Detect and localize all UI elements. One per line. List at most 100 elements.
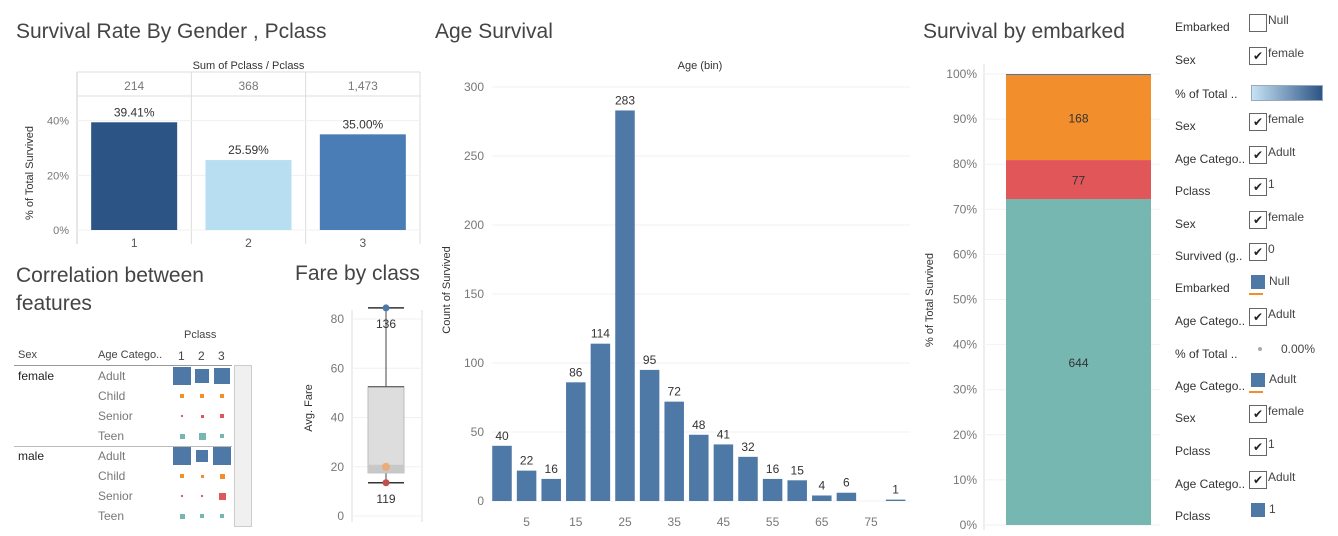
checked-checkbox-icon[interactable]: ✔ [1249,405,1267,423]
filter-value: 0.00% [1281,342,1316,356]
y-tick-label: 40% [47,116,69,128]
category-label: 3 [359,236,366,250]
bar-value-label: 25.59% [228,143,269,157]
filter-row[interactable]: Sex ✔ female [1175,210,1335,237]
filter-label: Survived (g.. [1175,249,1243,263]
filter-label: Pclass [1175,509,1211,523]
color-swatch[interactable] [1251,373,1265,387]
table-scrollbar[interactable] [234,365,252,527]
y-tick-label: 60 [331,361,345,375]
bar [639,369,660,501]
y-tick-label: 60% [953,247,977,261]
bar-value-label: 4 [818,478,825,492]
age-category-label: Adult [98,369,126,383]
filter-label: % of Total .. [1175,347,1238,361]
y-tick-label: 0 [337,509,344,523]
bar-value-label: 283 [615,93,635,107]
checked-checkbox-icon[interactable]: ✔ [1249,113,1267,131]
unchecked-checkbox-icon[interactable] [1249,14,1267,32]
filter-label: Age Catego.. [1175,477,1246,491]
filter-row[interactable]: Pclass ✔ 1 [1175,177,1335,204]
bar-value-label: 35.00% [342,117,383,131]
checked-checkbox-icon[interactable]: ✔ [1249,211,1267,229]
y-tick-label: 100% [946,67,977,81]
bar-value-label: 41 [717,427,731,441]
filter-row[interactable]: Sex ✔ female [1175,112,1335,139]
checked-checkbox-icon[interactable]: ✔ [1249,308,1267,326]
bar [91,122,178,230]
correlation-mark [179,433,185,439]
filter-value: Adult [1269,372,1297,386]
filter-row[interactable]: % of Total .. 0.00% [1175,341,1335,367]
y-tick-label: 30% [953,383,977,397]
filter-row[interactable]: Sex ✔ female [1175,46,1335,73]
checked-checkbox-icon[interactable]: ✔ [1249,146,1267,164]
filter-label: Embarked [1175,20,1230,34]
stack-segment [1006,75,1151,161]
filter-row[interactable]: % of Total .. [1175,81,1335,107]
filter-value: Adult [1268,145,1296,159]
filter-row[interactable]: Age Catego.. ✔ Adult [1175,470,1335,497]
correlation-mark [200,514,204,518]
filter-value: Adult [1268,307,1296,321]
bar [689,434,709,501]
filter-row[interactable]: Age Catego.. ✔ Adult [1175,145,1335,172]
x-tick-label: 45 [717,515,731,529]
age-category-label: Adult [98,449,126,463]
correlation-title: Correlation between features [16,264,204,315]
color-swatch[interactable] [1251,275,1265,289]
filter-row[interactable]: Sex ✔ female [1175,404,1335,431]
checked-checkbox-icon[interactable]: ✔ [1249,438,1267,456]
correlation-mark [181,415,183,417]
correlation-table: Pclass Sex Age Catego.. 1 2 3 female Adul… [0,320,260,530]
checked-checkbox-icon[interactable]: ✔ [1249,471,1267,489]
sex-label: female [18,369,55,383]
age-category-label: Teen [98,429,125,443]
age-category-label: Child [98,469,126,483]
filter-label: Sex [1175,119,1196,133]
bar [566,382,586,501]
y-tick-label: 80 [331,312,345,326]
embarked-title: Survival by embarked [923,20,1125,43]
filter-row[interactable]: Survived (g.. ✔ 0 [1175,242,1335,269]
bar-value-label: 39.41% [114,105,155,119]
y-axis-label: % of Total Survived [924,253,936,347]
segment-label: 644 [1068,356,1088,370]
stack-segment [1006,199,1151,525]
bar-value-label: 95 [643,353,657,367]
checked-checkbox-icon[interactable]: ✔ [1249,47,1267,65]
bar [615,110,635,502]
filter-row[interactable]: Embarked Null [1175,13,1335,40]
bar [205,160,292,230]
x-tick-label: 55 [766,515,780,529]
checked-checkbox-icon[interactable]: ✔ [1249,178,1267,196]
segment-label: 168 [1068,112,1088,126]
correlation-mark [220,394,224,398]
filter-row[interactable]: Pclass 1 [1175,502,1335,529]
gender-pclass-title: Survival Rate By Gender , Pclass [16,20,327,43]
filter-row[interactable]: Embarked Null [1175,274,1335,301]
bar [664,401,684,501]
y-tick-label: 40 [331,411,345,425]
header-divider [14,365,232,366]
y-tick-label: 50 [471,425,485,439]
correlation-mark [195,369,209,383]
y-tick-label: 70% [953,202,977,216]
filter-row[interactable]: Age Catego.. Adult [1175,372,1335,399]
size-dot-icon [1258,347,1262,351]
bar-value-label: 22 [520,454,534,468]
color-swatch[interactable] [1251,503,1265,517]
x-tick-label: 35 [668,515,682,529]
checked-checkbox-icon[interactable]: ✔ [1249,243,1267,261]
stack-segment [1006,160,1151,200]
pclass-2-header: 2 [198,349,205,363]
bar [492,445,512,501]
filter-row[interactable]: Age Catego.. ✔ Adult [1175,307,1335,334]
filter-row[interactable]: Pclass ✔ 1 [1175,437,1335,464]
x-tick-label: 15 [569,515,583,529]
age-category-label: Child [98,389,126,403]
group-divider [14,446,232,447]
correlation-mark [179,513,185,519]
y-tick-label: 90% [953,112,977,126]
bar-value-label: 6 [843,476,850,490]
